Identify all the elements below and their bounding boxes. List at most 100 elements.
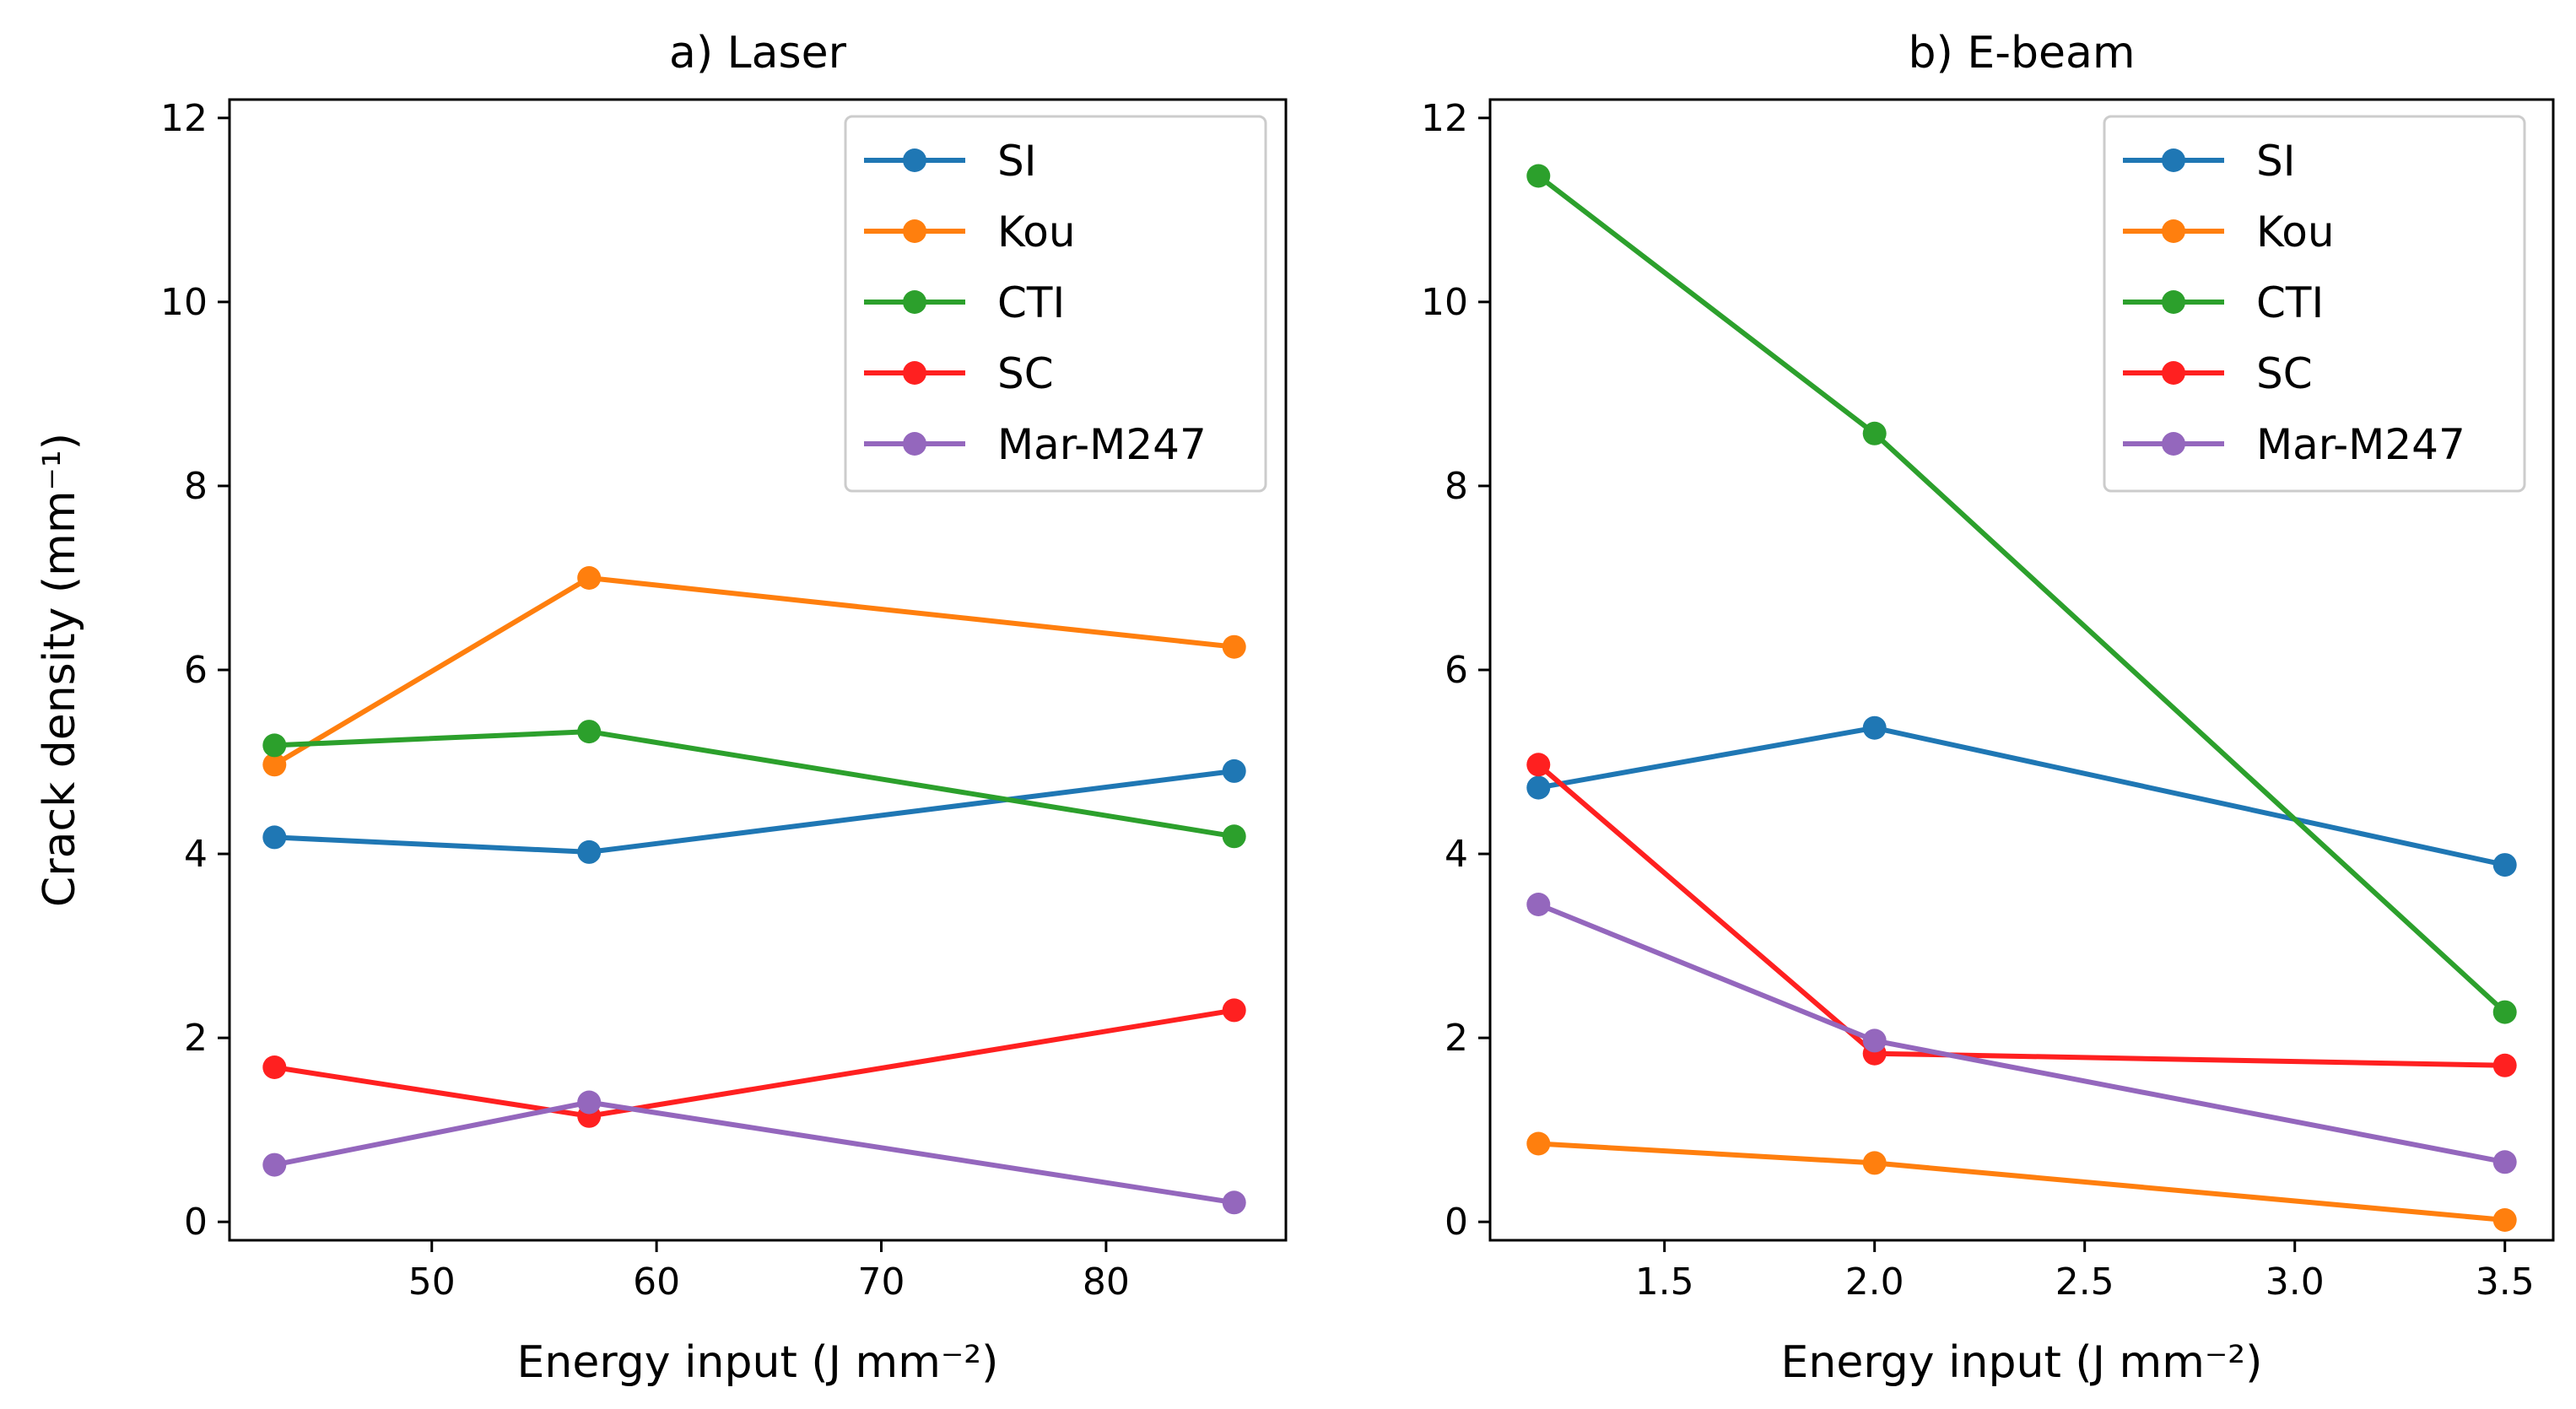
panel-title: a) Laser bbox=[669, 28, 847, 78]
legend-item: Mar-M247 bbox=[864, 420, 1207, 469]
series-mar-m247 bbox=[1526, 893, 2517, 1174]
data-point bbox=[262, 1055, 287, 1079]
y-tick-label: 0 bbox=[184, 1201, 208, 1244]
x-tick-label: 3.0 bbox=[2265, 1261, 2325, 1304]
legend-frame bbox=[2103, 115, 2526, 493]
x-axis-label: Energy input (J mm⁻²) bbox=[517, 1337, 999, 1388]
series-kou bbox=[262, 566, 1246, 777]
data-point bbox=[2492, 853, 2517, 877]
series-sc bbox=[1526, 753, 2517, 1077]
x-tick-label: 3.5 bbox=[2476, 1261, 2535, 1304]
legend: SI Kou CTI SC Mar-M247 bbox=[2103, 115, 2526, 493]
data-point bbox=[1862, 715, 1887, 740]
y-tick-label: 0 bbox=[1445, 1201, 1468, 1244]
legend-marker bbox=[903, 290, 926, 314]
legend-item: CTI bbox=[864, 278, 1065, 327]
legend-marker bbox=[2162, 361, 2185, 385]
legend-marker bbox=[903, 148, 926, 172]
data-point bbox=[1862, 1151, 1887, 1175]
data-point bbox=[1526, 753, 1551, 777]
series-line bbox=[1537, 725, 2506, 868]
data-point bbox=[1526, 775, 1551, 800]
series-line bbox=[1537, 902, 2506, 1165]
legend-label: SC bbox=[2256, 349, 2313, 398]
legend-marker bbox=[2162, 219, 2185, 243]
legend-item: SI bbox=[864, 137, 1036, 186]
legend-item: SI bbox=[2123, 137, 2295, 186]
legend-label: SI bbox=[997, 137, 1036, 186]
x-tick-label: 60 bbox=[633, 1261, 680, 1304]
data-point bbox=[577, 566, 602, 590]
data-point bbox=[577, 839, 602, 864]
data-point bbox=[262, 1153, 287, 1177]
legend-label: Kou bbox=[997, 208, 1076, 256]
legend-label: CTI bbox=[2256, 278, 2324, 327]
data-point bbox=[1222, 634, 1246, 659]
x-axis-label: Energy input (J mm⁻²) bbox=[1781, 1337, 2263, 1388]
series-line bbox=[273, 1007, 1235, 1119]
panel-ebeam: b) E-beam 1.5 2.0 2.5 3.0 3.5 0 2 4 6 8 10 12 Energ… bbox=[1421, 28, 2555, 1388]
x-tick-label: 2.5 bbox=[2055, 1261, 2114, 1304]
legend-label: Mar-M247 bbox=[997, 420, 1207, 469]
legend-marker bbox=[903, 432, 926, 456]
data-point bbox=[1862, 1028, 1887, 1053]
x-tick-label: 50 bbox=[408, 1261, 456, 1304]
series-line bbox=[274, 729, 1235, 839]
legend-label: Kou bbox=[2256, 208, 2335, 256]
x-tick-label: 1.5 bbox=[1635, 1261, 1694, 1304]
data-point bbox=[262, 733, 287, 758]
series-line bbox=[273, 1099, 1235, 1206]
y-tick-label: 2 bbox=[184, 1017, 208, 1060]
data-point bbox=[1222, 1190, 1246, 1215]
legend-marker bbox=[2162, 290, 2185, 314]
series-si bbox=[1526, 715, 2517, 877]
data-point bbox=[1526, 893, 1551, 916]
legend-item: Kou bbox=[864, 208, 1076, 256]
y-tick-label: 2 bbox=[1445, 1017, 1468, 1060]
y-tick-label: 10 bbox=[160, 281, 208, 324]
legend-label: CTI bbox=[997, 278, 1065, 327]
y-tick-label: 8 bbox=[184, 465, 208, 508]
data-point bbox=[577, 1090, 602, 1115]
legend-marker bbox=[903, 219, 926, 243]
y-tick-label: 4 bbox=[1445, 833, 1468, 876]
y-axis-label: Crack density (mm⁻¹) bbox=[35, 433, 85, 907]
legend-label: SI bbox=[2256, 137, 2295, 186]
series-line bbox=[1536, 763, 2505, 1068]
legend-marker bbox=[2162, 432, 2185, 456]
x-tick-label: 70 bbox=[858, 1261, 905, 1304]
data-point bbox=[2492, 1150, 2517, 1174]
series-line bbox=[1538, 1141, 2505, 1223]
data-point bbox=[1526, 164, 1551, 188]
y-tick-label: 10 bbox=[1421, 281, 1468, 324]
series-cti bbox=[1526, 164, 2517, 1024]
legend-label: Mar-M247 bbox=[2256, 420, 2465, 469]
legend-marker bbox=[903, 361, 926, 385]
data-point bbox=[2492, 1000, 2517, 1024]
y-tick-label: 6 bbox=[1445, 649, 1468, 692]
legend-item: SC bbox=[864, 349, 1054, 398]
series-mar-m247 bbox=[262, 1090, 1246, 1215]
series-sc bbox=[262, 998, 1246, 1128]
legend-label: SC bbox=[997, 349, 1054, 398]
data-point bbox=[1222, 758, 1246, 783]
legend-frame bbox=[844, 115, 1267, 493]
legend-item: Mar-M247 bbox=[2123, 420, 2465, 469]
data-point bbox=[2492, 1208, 2517, 1232]
data-point bbox=[577, 720, 602, 744]
legend-item: Kou bbox=[2123, 208, 2335, 256]
data-point bbox=[1526, 1131, 1551, 1156]
data-point bbox=[1222, 998, 1246, 1023]
data-point bbox=[262, 753, 287, 777]
series-kou bbox=[1526, 1131, 2517, 1232]
y-tick-label: 12 bbox=[160, 97, 208, 140]
series-si bbox=[262, 758, 1246, 864]
series-cti bbox=[262, 720, 1246, 849]
y-tick-label: 12 bbox=[1421, 97, 1468, 140]
y-tick-label: 6 bbox=[184, 649, 208, 692]
x-tick-label: 2.0 bbox=[1845, 1261, 1904, 1304]
y-tick-label: 4 bbox=[184, 833, 208, 876]
data-point bbox=[1862, 421, 1887, 445]
x-tick-label: 80 bbox=[1083, 1261, 1130, 1304]
